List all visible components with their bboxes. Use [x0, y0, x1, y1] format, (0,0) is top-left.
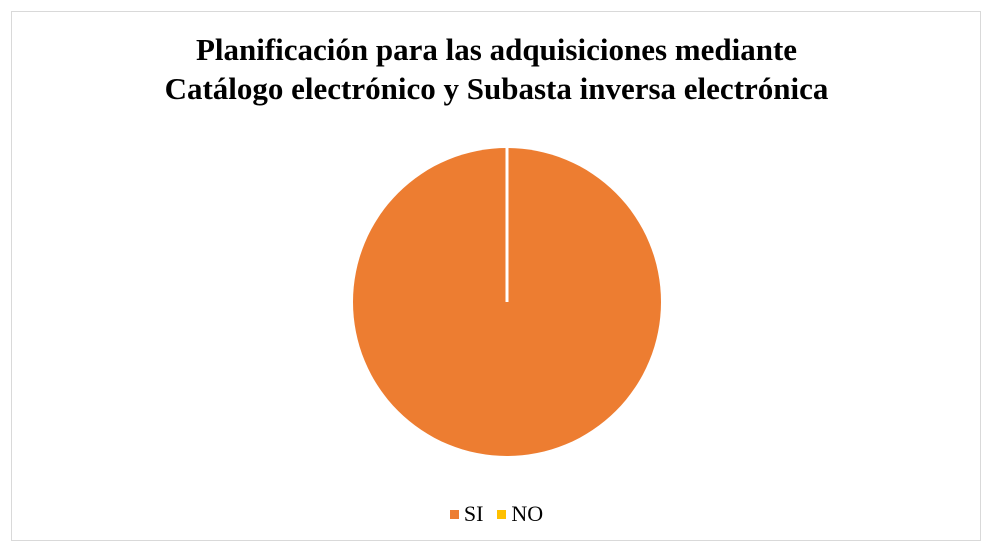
chart-title: Planificación para las adquisiciones med… [0, 30, 993, 108]
chart-title-line-1: Planificación para las adquisiciones med… [195, 32, 798, 67]
legend-swatch-si [449, 509, 459, 519]
legend-label-no: NO [511, 501, 544, 526]
pie-slices [353, 148, 661, 456]
legend-swatch-no [497, 509, 507, 519]
chart-title-line-2: Catálogo electrónico y Subasta inversa e… [164, 71, 829, 106]
chart-legend: SI NO [0, 499, 993, 529]
legend-label-si: SI [463, 501, 484, 526]
legend-item-no: NO [497, 501, 543, 527]
legend-item-si: SI [449, 501, 484, 527]
